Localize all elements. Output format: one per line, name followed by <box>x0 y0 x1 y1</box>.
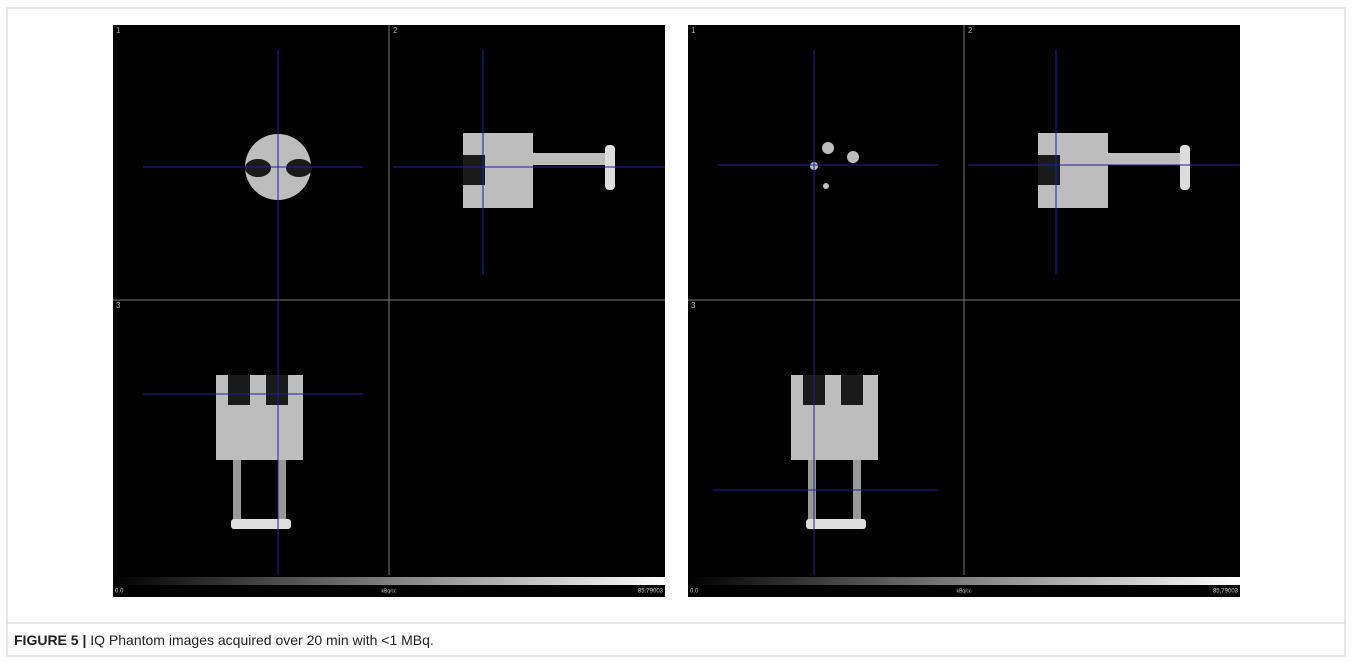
image-panel: 1 2 3 0.0 kBq/cc 85.79003 <box>113 25 665 597</box>
caption-text: IQ Phantom images acquired over 20 min w… <box>90 632 434 648</box>
figure-canvas: 1 2 3 0.0 kBq/cc 85.79003 1 2 3 0.0 kBq/cc 85.79003 <box>0 0 1352 662</box>
caption: FIGURE 5 | IQ Phantom images acquired ov… <box>14 632 434 648</box>
hot-rod <box>823 183 829 189</box>
cold-region <box>1038 155 1060 185</box>
colorbar-min: 0.0 <box>690 589 699 595</box>
figure: 1 2 3 0.0 kBq/cc 85.79003 1 2 3 0.0 kBq/cc 85.79003… <box>0 0 1352 662</box>
colorbar-unit: kBq/cc <box>956 588 972 594</box>
cold-region <box>228 375 250 405</box>
colorbar <box>113 577 665 585</box>
panels: 1 2 3 0.0 kBq/cc 85.79003 1 2 3 0.0 kBq/cc 85.79003 <box>113 25 1240 597</box>
phantom-stem <box>533 153 608 165</box>
colorbar-unit: kBq/cc <box>381 588 397 594</box>
caption-label: FIGURE 5 | <box>14 632 86 648</box>
cold-region <box>463 155 485 185</box>
cold-region <box>266 375 288 405</box>
phantom-end <box>806 519 866 529</box>
colorbar <box>688 577 1240 585</box>
hot-rod <box>847 151 859 163</box>
viewport-number: 3 <box>116 301 121 310</box>
colorbar-max: 85.79003 <box>638 589 664 595</box>
colorbar-min: 0.0 <box>115 589 124 595</box>
phantom-stem <box>1108 153 1183 165</box>
viewport-number: 1 <box>116 26 121 35</box>
image-panel: 1 2 3 0.0 kBq/cc 85.79003 <box>688 25 1240 597</box>
colorbar-max: 85.79003 <box>1213 589 1239 595</box>
viewport-number: 2 <box>968 26 973 35</box>
cold-region <box>286 159 312 177</box>
phantom-end <box>1180 145 1190 190</box>
viewport-number: 3 <box>691 301 696 310</box>
hot-rod <box>822 142 834 154</box>
phantom-leg <box>278 460 286 520</box>
phantom-leg <box>233 460 241 520</box>
cold-region <box>245 159 271 177</box>
viewport-number: 1 <box>691 26 696 35</box>
cold-region <box>841 375 863 405</box>
phantom-end <box>231 519 291 529</box>
viewport-number: 2 <box>393 26 398 35</box>
